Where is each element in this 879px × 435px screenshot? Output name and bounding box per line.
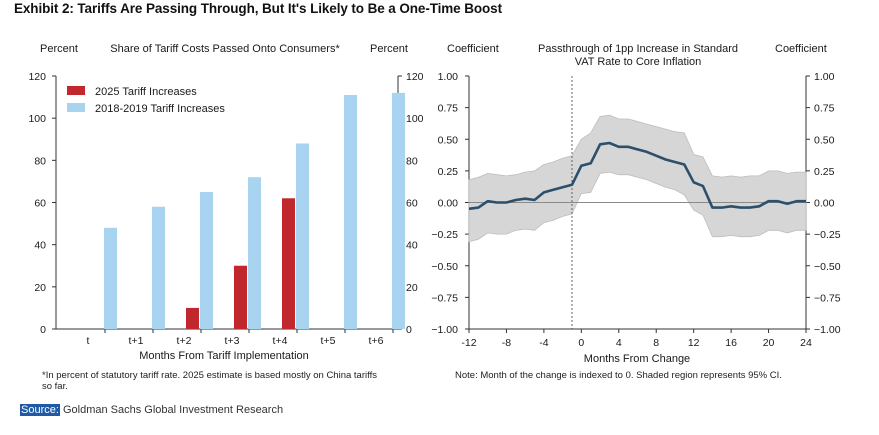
x-tick-label: 20 (763, 337, 775, 349)
bar-2025 (234, 265, 247, 329)
bar-2018-2019 (296, 143, 309, 329)
source-line: Source: Goldman Sachs Global Investment … (20, 404, 283, 416)
x-tick-label: t+6 (369, 335, 384, 347)
right-chart-title-line1: Passthrough of 1pp Increase in Standard (538, 43, 738, 55)
left-chart-title: Share of Tariff Costs Passed Onto Consum… (110, 43, 340, 55)
y-tick-label-right: −1.00 (814, 324, 841, 336)
y-tick-label-right: 1.00 (814, 71, 835, 83)
x-tick-label: t+4 (273, 335, 288, 347)
y-tick-label: 40 (34, 240, 46, 252)
legend-label: 2018-2019 Tariff Increases (95, 103, 225, 115)
legend-swatch (67, 86, 85, 95)
y-tick-label: 80 (34, 155, 46, 167)
y-tick-label: 0.75 (438, 103, 459, 115)
x-tick-label: t (87, 335, 90, 347)
left-x-axis-label: Months From Tariff Implementation (139, 350, 309, 362)
x-tick-label: 0 (578, 337, 584, 349)
y-tick-label-right: −0.50 (814, 261, 841, 273)
confidence-band (468, 114, 807, 243)
y-tick-label-right: 0.25 (814, 166, 835, 178)
bar-2018-2019 (392, 92, 405, 329)
y-tick-label-right: 120 (406, 71, 424, 83)
x-tick-label: t+3 (225, 335, 240, 347)
y-tick-label: −0.25 (431, 229, 458, 241)
bar-2018-2019 (248, 177, 261, 329)
y-tick-label-right: 20 (406, 282, 418, 294)
y-tick-label: 20 (34, 282, 46, 294)
estimate-line (468, 141, 806, 211)
bar-2018-2019 (152, 206, 165, 329)
y-tick-label-right: 40 (406, 240, 418, 252)
left-y-axis-right-label: Percent (370, 43, 408, 55)
y-tick-label: −1.00 (431, 324, 458, 336)
y-tick-label-right: 100 (406, 113, 424, 125)
right-y-axis-label: Coefficient (447, 43, 499, 55)
left-y-axis-label: Percent (40, 43, 78, 55)
bar-2025 (186, 307, 199, 329)
x-tick-label: t+1 (129, 335, 144, 347)
y-tick-label: 120 (28, 71, 46, 83)
y-tick-label-right: 0 (406, 324, 412, 336)
y-tick-label-right: −0.75 (814, 292, 841, 304)
x-tick-label: t+2 (177, 335, 192, 347)
y-tick-label: 0 (40, 324, 46, 336)
right-y-axis-right-label: Coefficient (775, 43, 827, 55)
y-tick-label: 0.50 (438, 134, 459, 146)
bar-2018-2019 (344, 94, 357, 329)
y-tick-label-right: 80 (406, 155, 418, 167)
y-tick-label: 60 (34, 198, 46, 210)
x-tick-label: -4 (539, 337, 548, 349)
legend-label: 2025 Tariff Increases (95, 86, 197, 98)
right-chart-footnote: Note: Month of the change is indexed to … (455, 370, 782, 381)
y-tick-label-right: 0.00 (814, 198, 835, 210)
x-tick-label: 12 (688, 337, 700, 349)
source-label: Source: (20, 404, 60, 416)
exhibit-title: Exhibit 2: Tariffs Are Passing Through, … (14, 1, 502, 16)
x-tick-label: 24 (800, 337, 812, 349)
y-tick-label-right: −0.25 (814, 229, 841, 241)
x-tick-label: t+5 (321, 335, 336, 347)
source-text: Goldman Sachs Global Investment Research (59, 404, 284, 416)
x-tick-label: 16 (725, 337, 737, 349)
x-tick-label: -8 (502, 337, 511, 349)
bar-2018-2019 (200, 191, 213, 329)
y-tick-label: 100 (28, 113, 46, 125)
right-x-axis-label: Months From Change (584, 353, 690, 365)
y-tick-label: −0.50 (431, 261, 458, 273)
bar-2018-2019 (104, 227, 117, 329)
y-tick-label: 0.00 (438, 198, 459, 210)
x-tick-label: -12 (461, 337, 476, 349)
x-tick-label: 8 (653, 337, 659, 349)
y-tick-label-right: 60 (406, 198, 418, 210)
x-tick-label: 4 (616, 337, 622, 349)
y-tick-label: −0.75 (431, 292, 458, 304)
right-chart-title-line2: VAT Rate to Core Inflation (575, 56, 702, 68)
legend-swatch (67, 103, 85, 112)
y-tick-label-right: 0.75 (814, 103, 835, 115)
y-tick-label: 0.25 (438, 166, 459, 178)
y-tick-label: 1.00 (438, 71, 459, 83)
y-tick-label-right: 0.50 (814, 134, 835, 146)
left-chart-footnote: *In percent of statutory tariff rate. 20… (42, 370, 377, 392)
bar-2025 (282, 198, 295, 329)
